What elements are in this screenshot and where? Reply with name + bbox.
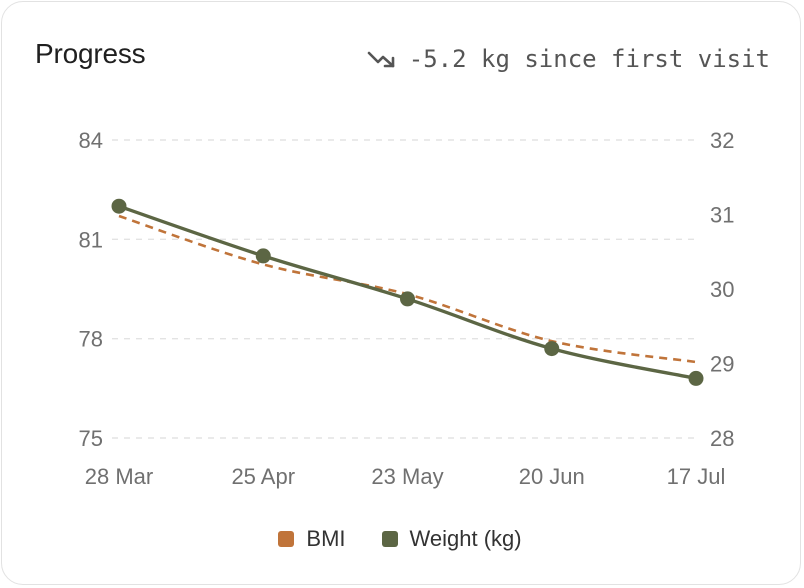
y-tick-label-right: 28 [710,426,734,451]
y-tick-label-right: 31 [710,203,734,228]
y-tick-label-right: 29 [710,352,734,377]
data-point-weight [111,198,127,214]
legend-swatch-weight [381,531,398,547]
legend-swatch-bmi [278,531,295,547]
data-point-weight [544,341,560,357]
series-layer [111,198,704,386]
legend-label-weight: Weight (kg) [409,526,522,551]
right-y-axis: 28 29 30 31 32 [710,128,734,451]
y-tick-label-right: 32 [710,128,734,153]
card-title: Progress [35,38,146,69]
left-y-axis: 75 78 81 84 [79,128,103,451]
legend-item-weight[interactable]: Weight (kg) [381,526,522,552]
grid-lines [112,139,696,439]
data-point-weight [688,370,704,386]
x-tick-label: 20 Jun [519,464,585,489]
y-tick-label-left: 78 [79,327,103,352]
x-tick-label: 17 Jul [667,464,726,489]
x-tick-label: 28 Mar [85,464,153,489]
legend-item-bmi[interactable]: BMI [278,526,346,552]
trending-down-icon [367,51,395,68]
x-tick-label: 23 May [371,464,443,489]
y-tick-label-left: 75 [79,426,103,451]
weight-change-summary: -5.2 kg since first visit [367,45,770,73]
chart-legend: BMI Weight (kg) [0,526,800,552]
y-tick-label-left: 84 [79,128,103,153]
summary-text: -5.2 kg since first visit [408,45,770,73]
y-tick-label-left: 81 [79,227,103,252]
data-point-weight [255,248,271,264]
y-tick-label-right: 30 [710,277,734,302]
x-tick-label: 25 Apr [231,464,295,489]
data-point-weight [400,291,415,307]
progress-chart: 75 78 81 84 28 29 30 31 32 28 Mar 25 Apr 23 May 20… [79,128,735,489]
legend-label-bmi: BMI [306,526,346,551]
x-axis: 28 Mar 25 Apr 23 May 20 Jun 17 Jul [85,464,726,489]
